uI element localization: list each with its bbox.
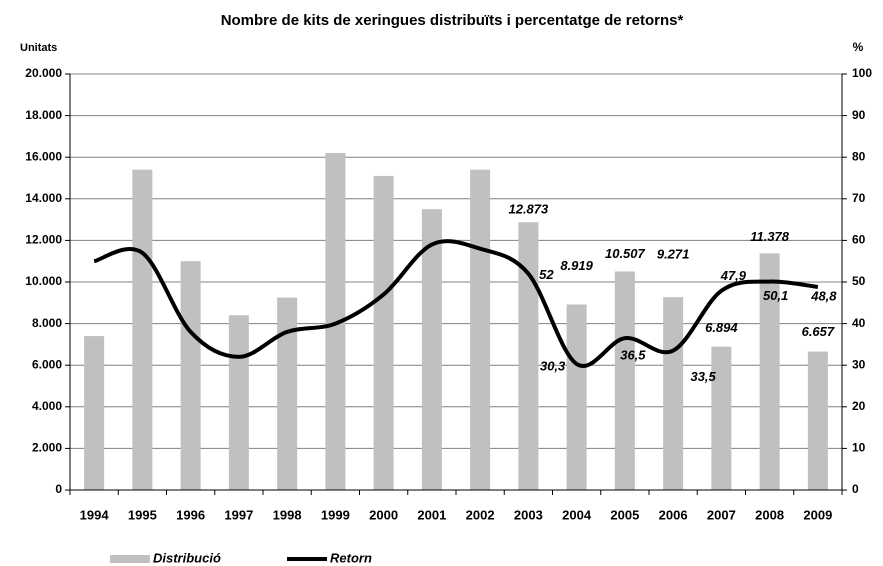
y2-tick-label: 70: [852, 191, 866, 205]
legend-swatch: [110, 555, 150, 563]
y-tick-label: 0: [55, 482, 62, 496]
y2-tick-label: 10: [852, 441, 866, 455]
y2-axis-label: %: [853, 40, 864, 54]
bar: [84, 336, 105, 490]
y-tick-label: 8.000: [32, 316, 62, 330]
bar: [132, 169, 153, 490]
value-label: 8.919: [560, 258, 593, 273]
y-tick-label: 16.000: [25, 149, 62, 163]
value-label: 33,5: [690, 369, 716, 384]
bar: [614, 271, 635, 490]
value-label: 11.378: [750, 229, 790, 244]
bar: [518, 222, 539, 491]
x-tick-label: 2008: [755, 507, 784, 522]
value-label: 10.507: [605, 246, 646, 261]
value-label: 6.657: [802, 324, 835, 339]
bar: [277, 297, 298, 490]
bar: [228, 315, 249, 490]
x-tick-label: 1994: [80, 507, 110, 522]
value-label: 12.873: [508, 202, 549, 217]
bar: [566, 304, 587, 490]
y-tick-label: 2.000: [32, 441, 62, 455]
x-tick-label: 2005: [610, 507, 639, 522]
x-tick-label: 2002: [466, 507, 495, 522]
y-tick-label: 4.000: [32, 399, 62, 413]
x-tick-label: 1998: [273, 507, 302, 522]
bar: [807, 351, 828, 490]
x-tick-label: 1997: [224, 507, 253, 522]
y2-tick-label: 20: [852, 399, 866, 413]
value-label: 47,9: [720, 268, 747, 283]
x-tick-label: 2004: [562, 507, 592, 522]
x-tick-label: 2001: [417, 507, 446, 522]
value-label: 30,3: [540, 358, 566, 373]
y2-tick-label: 40: [852, 316, 866, 330]
y2-tick-label: 50: [852, 274, 866, 288]
x-tick-label: 2007: [707, 507, 736, 522]
y-tick-label: 10.000: [25, 274, 62, 288]
value-label: 6.894: [705, 320, 738, 335]
value-label: 50,1: [763, 288, 788, 303]
x-tick-label: 2006: [659, 507, 688, 522]
legend-label: Distribució: [153, 550, 221, 565]
legend-label: Retorn: [330, 550, 372, 565]
bar: [373, 175, 394, 491]
x-tick-label: 2000: [369, 507, 398, 522]
y2-tick-label: 0: [852, 482, 859, 496]
value-label: 52: [539, 267, 554, 282]
bar: [180, 261, 201, 490]
x-tick-label: 1999: [321, 507, 350, 522]
chart-title: Nombre de kits de xeringues distribuïts …: [221, 12, 684, 29]
y-tick-label: 20.000: [25, 66, 62, 80]
line: [93, 239, 819, 368]
bar: [663, 297, 684, 490]
y2-tick-label: 60: [852, 233, 866, 247]
y-tick-label: 18.000: [25, 108, 62, 122]
x-tick-label: 1996: [176, 507, 205, 522]
y-axis-label: Unitats: [20, 42, 57, 54]
x-tick-label: 2009: [803, 507, 832, 522]
value-label: 9.271: [657, 247, 690, 262]
y-tick-label: 14.000: [25, 191, 62, 205]
y-tick-label: 12.000: [25, 233, 62, 247]
x-tick-label: 1995: [128, 507, 157, 522]
bar: [470, 169, 491, 490]
x-tick-label: 2003: [514, 507, 543, 522]
y2-tick-label: 90: [852, 108, 866, 122]
bar: [421, 209, 442, 490]
bar: [711, 346, 732, 490]
y2-tick-label: 80: [852, 149, 866, 163]
y2-tick-label: 30: [852, 357, 866, 371]
bar: [759, 253, 780, 490]
value-label: 48,8: [810, 288, 837, 303]
y2-tick-label: 100: [852, 66, 872, 80]
y-tick-label: 6.000: [32, 357, 62, 371]
value-label: 36,5: [620, 348, 646, 363]
